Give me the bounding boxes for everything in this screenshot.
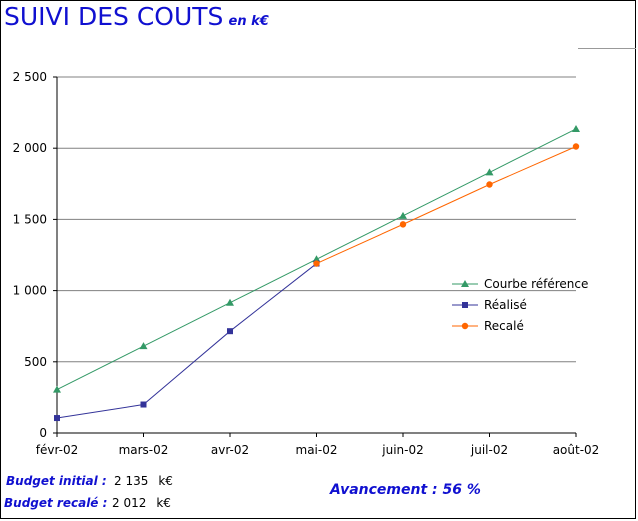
budget-recale: Budget recalé : 2 012 k€ [4, 496, 171, 510]
legend-marker [461, 280, 469, 287]
data-point-triangle [53, 385, 61, 393]
data-point-square [140, 401, 147, 408]
data-point-circle [572, 143, 580, 150]
x-tick-label: juil-02 [470, 443, 508, 457]
data-point-square [227, 328, 233, 335]
series-line-square [56, 263, 317, 419]
title-rule [578, 48, 636, 49]
x-tick-label: avr-02 [211, 443, 249, 457]
legend-label: Courbe référence [484, 277, 588, 291]
x-tick-label: juin-02 [381, 443, 423, 457]
cost-chart: 0 500 1 000 1 500 2 000 2 500 févr-02 mars-02 av… [13, 70, 600, 457]
x-tick-label: mars-02 [119, 443, 169, 457]
y-tick-label: 2 000 [13, 141, 47, 155]
data-point-triangle [399, 211, 407, 219]
budget-recale-label: Budget recalé : [4, 496, 108, 510]
budget-initial-value: 2 135 [114, 474, 149, 488]
y-tick-label: 0 [39, 426, 47, 440]
chart-title: SUIVI DES COUTS en k€ [4, 2, 269, 31]
data-point-triangle [485, 168, 494, 176]
data-point-square [54, 415, 60, 422]
budget-recale-value: 2 012 [112, 496, 147, 510]
budget-initial: Budget initial : 2 135 k€ [6, 474, 173, 488]
y-tick-label: 1 000 [13, 284, 47, 298]
data-point-circle [399, 221, 407, 228]
data-point-triangle [226, 298, 234, 306]
data-point-circle [486, 181, 493, 188]
chart-title-unit: en k€ [228, 14, 269, 29]
data-point-triangle [312, 255, 321, 263]
budget-initial-unit: k€ [158, 474, 173, 488]
x-tick-label: mai-02 [296, 443, 338, 457]
x-tick-label: févr-02 [36, 443, 78, 457]
y-tick-label: 500 [24, 355, 47, 369]
chart-title-main: SUIVI DES COUTS [4, 2, 224, 31]
y-tick-label: 2 500 [13, 70, 47, 84]
data-point-triangle [572, 124, 580, 132]
y-tick-label: 1 500 [13, 212, 47, 226]
series-line-circle [316, 146, 577, 264]
data-point-triangle [139, 342, 148, 350]
x-tick-label: août-02 [553, 443, 600, 457]
legend-marker [462, 302, 468, 308]
legend-label: Réalisé [484, 298, 527, 312]
data-point-circle [313, 260, 320, 267]
legend-marker [461, 322, 469, 330]
legend-label: Recalé [484, 319, 524, 333]
budget-initial-label: Budget initial : [6, 474, 107, 488]
budget-recale-unit: k€ [156, 496, 171, 510]
avancement-text: Avancement : 56 % [330, 482, 481, 498]
